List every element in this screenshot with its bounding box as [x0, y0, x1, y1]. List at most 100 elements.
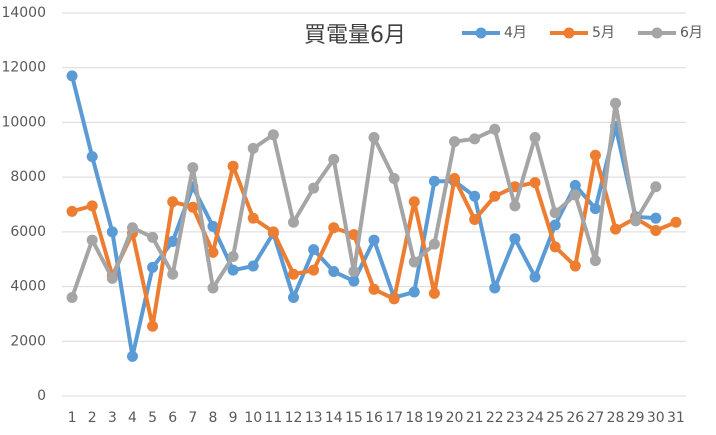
- x-tick-label: 21: [466, 410, 484, 426]
- data-point: [348, 229, 360, 241]
- y-tick-label: 6000: [10, 224, 46, 240]
- x-tick-label: 5: [148, 410, 157, 426]
- data-point: [66, 70, 78, 82]
- x-tick-label: 30: [647, 410, 665, 426]
- x-tick-label: 4: [128, 410, 137, 426]
- data-point: [247, 142, 259, 154]
- x-tick-label: 29: [627, 410, 645, 426]
- y-tick-label: 12000: [1, 60, 46, 76]
- data-point: [126, 350, 138, 362]
- data-point: [388, 293, 400, 305]
- data-point: [589, 255, 601, 267]
- data-point: [489, 123, 501, 135]
- x-tick-label: 1: [68, 410, 77, 426]
- x-tick-label: 17: [385, 410, 403, 426]
- x-tick-label: 15: [345, 410, 363, 426]
- data-point: [529, 177, 541, 189]
- data-point: [247, 260, 259, 272]
- x-tick-label: 19: [425, 410, 443, 426]
- x-tick-label: 7: [188, 410, 197, 426]
- data-point: [126, 222, 138, 234]
- data-point: [449, 136, 461, 148]
- legend-marker: [651, 27, 663, 39]
- data-point: [348, 275, 360, 287]
- x-tick-label: 14: [325, 410, 343, 426]
- data-point: [267, 129, 279, 141]
- data-point: [368, 131, 380, 143]
- data-point: [287, 292, 299, 304]
- data-point: [589, 149, 601, 161]
- y-tick-label: 0: [37, 388, 46, 404]
- data-point: [167, 235, 179, 247]
- data-point: [86, 234, 98, 246]
- y-tick-label: 8000: [10, 169, 46, 185]
- data-point: [489, 282, 501, 294]
- x-tick-label: 12: [285, 410, 303, 426]
- data-point: [147, 320, 159, 332]
- x-tick-label: 11: [264, 410, 282, 426]
- legend-label: 6月: [680, 25, 703, 41]
- data-point: [469, 190, 481, 202]
- data-point: [247, 212, 259, 224]
- data-point: [509, 200, 521, 212]
- data-point: [86, 200, 98, 212]
- data-point: [227, 264, 239, 276]
- data-point: [449, 173, 461, 185]
- legend-label: 5月: [592, 25, 615, 41]
- data-point: [328, 222, 340, 234]
- x-tick-label: 9: [229, 410, 238, 426]
- data-point: [368, 283, 380, 295]
- y-tick-label: 4000: [10, 279, 46, 295]
- data-point: [549, 241, 561, 253]
- x-tick-label: 25: [546, 410, 564, 426]
- data-point: [308, 244, 320, 256]
- data-point: [428, 287, 440, 299]
- data-point: [328, 266, 340, 278]
- data-point: [308, 264, 320, 276]
- x-tick-label: 24: [526, 410, 544, 426]
- data-point: [66, 205, 78, 217]
- data-point: [187, 162, 199, 174]
- data-point: [569, 189, 581, 201]
- data-point: [569, 260, 581, 272]
- data-point: [549, 207, 561, 219]
- data-point: [207, 246, 219, 258]
- x-tick-label: 2: [88, 410, 97, 426]
- x-tick-label: 28: [607, 410, 625, 426]
- data-point: [408, 286, 420, 298]
- data-point: [569, 179, 581, 191]
- data-point: [267, 226, 279, 238]
- x-tick-label: 18: [405, 410, 423, 426]
- y-tick-label: 2000: [10, 333, 46, 349]
- y-tick-label: 10000: [1, 114, 46, 130]
- x-tick-label: 20: [446, 410, 464, 426]
- data-point: [630, 215, 642, 227]
- x-tick-label: 27: [587, 410, 605, 426]
- data-point: [106, 272, 118, 284]
- data-point: [650, 224, 662, 236]
- y-tick-label: 14000: [1, 5, 46, 21]
- data-point: [167, 196, 179, 208]
- data-point: [610, 223, 622, 235]
- data-point: [469, 133, 481, 145]
- data-point: [428, 238, 440, 250]
- data-point: [328, 153, 340, 165]
- data-point: [469, 214, 481, 226]
- data-point: [610, 97, 622, 109]
- legend-marker: [563, 27, 575, 39]
- x-tick-label: 22: [486, 410, 504, 426]
- x-tick-label: 23: [506, 410, 524, 426]
- data-point: [207, 282, 219, 294]
- chart-title: 買電量6月: [304, 23, 406, 48]
- x-tick-label: 10: [244, 410, 262, 426]
- x-tick-label: 6: [168, 410, 177, 426]
- x-tick-label: 31: [667, 410, 685, 426]
- data-point: [227, 250, 239, 262]
- data-point: [368, 234, 380, 246]
- data-point: [489, 190, 501, 202]
- x-tick-label: 13: [305, 410, 323, 426]
- data-point: [650, 212, 662, 224]
- data-point: [589, 203, 601, 215]
